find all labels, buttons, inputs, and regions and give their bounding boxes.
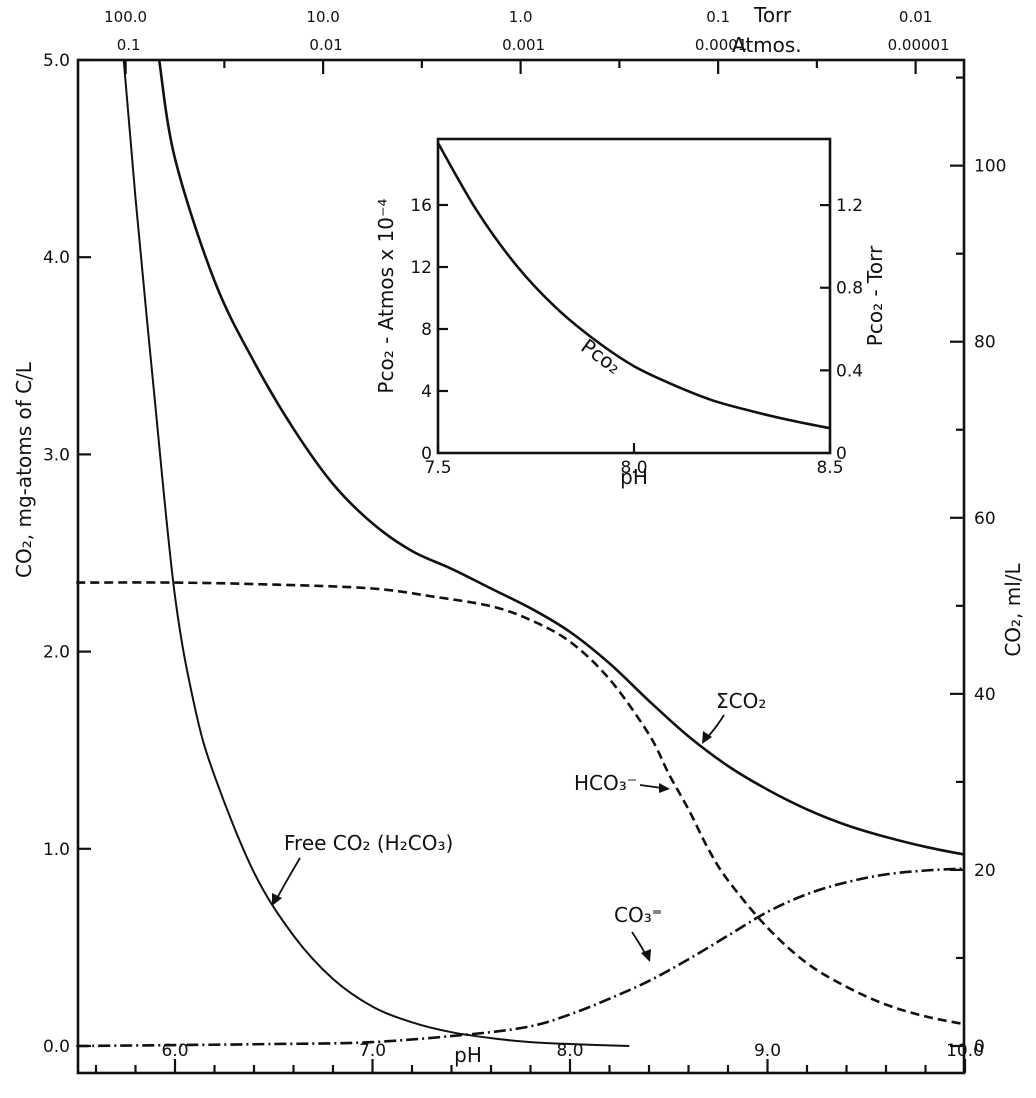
inset-bottom-tick-label: 7.5 <box>424 458 451 478</box>
inset-background <box>438 139 830 453</box>
inset-left-tick-label: 4 <box>421 382 432 402</box>
inset-series-line <box>436 142 831 430</box>
free-co2-pointer <box>275 857 301 901</box>
left-tick-label: 2.0 <box>43 643 70 663</box>
bottom-tick-label: 8.0 <box>556 1041 583 1061</box>
inset-left-tick-label: 12 <box>410 258 432 278</box>
top-atm-tick-label: 0.0001 <box>695 36 748 54</box>
free-co2-label: Free CO₂ (H₂CO₃) <box>284 831 453 855</box>
sum-co2-label: ΣCO₂ <box>716 689 766 713</box>
bottom-tick-label: 7.0 <box>359 1041 386 1061</box>
inset-right-tick-label: 1.2 <box>836 196 863 216</box>
bicarbonate-pointer-head <box>659 783 670 793</box>
right-axis-title: CO₂, ml/L <box>1001 562 1025 656</box>
inset-bottom-tick-label: 8.0 <box>620 458 647 478</box>
inset-left-axis-title: Pco₂ - Atmos x 10⁻⁴ <box>374 198 398 393</box>
sum-co2-pointer <box>706 714 725 739</box>
top-atm-tick-label: 0.01 <box>309 36 342 54</box>
series-line-2 <box>76 581 966 1026</box>
series-line-4 <box>76 867 966 1048</box>
inset-left-tick-label: 8 <box>421 320 432 340</box>
left-tick-label: 4.0 <box>43 248 70 268</box>
top-torr-tick-label: 1.0 <box>509 8 533 26</box>
right-tick-label: 40 <box>974 685 996 705</box>
left-tick-label: 0.0 <box>43 1037 70 1057</box>
series-line-1 <box>157 59 966 856</box>
inset-right-tick-label: 0 <box>836 444 847 464</box>
main-ticks: 6.0 7.0 8.0 9.0 10.00.01.02.03.04.05.0020406… <box>43 8 1006 1073</box>
bicarbonate-pointer <box>639 784 663 789</box>
left-tick-label: 1.0 <box>43 840 70 860</box>
top-atm-tick-label: 0.00001 <box>888 36 950 54</box>
free-co2-pointer-head <box>272 893 282 906</box>
left-tick-label: 3.0 <box>43 445 70 465</box>
top-torr-tick-label: 100.0 <box>104 8 147 26</box>
carbonate-label: CO₃⁼ <box>614 903 662 927</box>
top-atm-tick-label: 0.001 <box>502 36 545 54</box>
bicarbonate-label: HCO₃⁻ <box>574 771 637 795</box>
left-axis-title: CO₂, mg-atoms of C/L <box>12 361 36 578</box>
carbonate-pointer-head <box>641 949 651 962</box>
inset-left-tick-label: 16 <box>410 196 432 216</box>
right-tick-label: 20 <box>974 861 996 881</box>
inset-curves <box>436 142 831 430</box>
bottom-axis-title: pH <box>454 1043 482 1067</box>
right-tick-label: 80 <box>974 333 996 353</box>
series-line-3 <box>122 59 630 1047</box>
top-atm-title: Atmos. <box>732 33 802 57</box>
inset-left-tick-label: 0 <box>421 444 432 464</box>
sum-co2-pointer-head <box>702 731 712 744</box>
top-torr-tick-label: 0.01 <box>899 8 932 26</box>
inset-bottom-tick-label: 8.5 <box>816 458 843 478</box>
right-tick-label: 60 <box>974 509 996 529</box>
inset-right-tick-label: 0.4 <box>836 361 863 381</box>
carbonate-pointer <box>631 931 647 956</box>
inset-x-axis-title: pH <box>620 465 648 489</box>
right-tick-label: 0 <box>974 1037 985 1057</box>
top-atm-tick-label: 0.1 <box>117 36 141 54</box>
top-torr-tick-label: 10.0 <box>306 8 339 26</box>
main-curves <box>76 59 966 1048</box>
top-torr-tick-label: 0.1 <box>706 8 730 26</box>
inset-right-axis-title: Pco₂ - Torr <box>863 245 887 346</box>
right-tick-label: 100 <box>974 157 1006 177</box>
left-tick-label: 5.0 <box>43 51 70 71</box>
bottom-tick-label: 9.0 <box>754 1041 781 1061</box>
top-torr-title: Torr <box>753 3 792 27</box>
inset-right-tick-label: 0.8 <box>836 279 863 299</box>
